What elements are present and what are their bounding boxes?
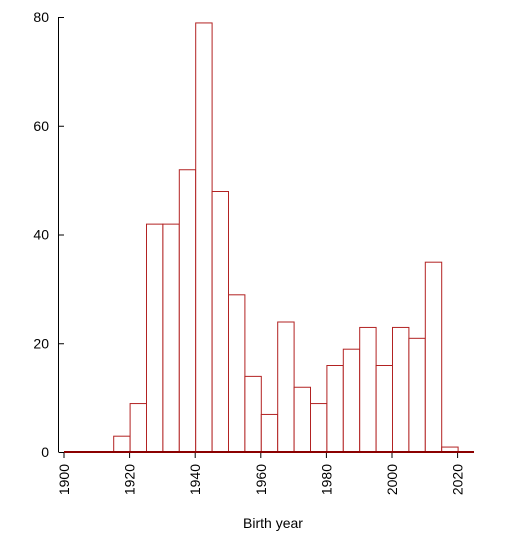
y-ticks-group: 0 20 40 60 80 [33, 9, 64, 460]
bars-group [113, 22, 459, 453]
histogram-bar-1935 [178, 169, 197, 453]
x-tick-label-1900: 1900 [56, 464, 72, 495]
histogram-bar-1930 [162, 223, 180, 453]
histogram-bar-1925 [146, 223, 164, 453]
x-tick-label-1960: 1960 [253, 464, 269, 495]
histogram-bar-1985 [342, 348, 361, 453]
x-ticks-group: 1900 1920 1940 1960 1980 2000 2020 [56, 452, 466, 495]
histogram-bar-1965 [277, 321, 295, 453]
histogram-bar-1975 [310, 403, 328, 453]
histogram-bar-2005 [408, 337, 426, 453]
histogram-bar-2000 [392, 326, 410, 453]
histogram-bar-1945 [211, 191, 230, 453]
x-tick-label-2000: 2000 [384, 464, 400, 495]
x-tick-label-1920: 1920 [122, 464, 138, 495]
y-tick-label-0: 0 [41, 444, 49, 460]
histogram-bar-1995 [375, 365, 394, 453]
histogram-bar-1970 [293, 386, 312, 453]
x-axis-title: Birth year [243, 515, 303, 531]
y-tick-label-40: 40 [33, 227, 49, 243]
histogram-bar-1950 [228, 294, 246, 453]
y-tick-label-80: 80 [33, 9, 49, 25]
histogram-bar-1915 [113, 435, 131, 453]
histogram-bar-1990 [359, 326, 377, 453]
histogram-bar-1940 [195, 22, 213, 453]
histogram-bar-1960 [260, 413, 279, 453]
x-tick-label-1940: 1940 [187, 464, 203, 495]
histogram-bar-1955 [244, 375, 262, 453]
histogram-bar-1980 [326, 365, 344, 453]
histogram-bar-2010 [424, 261, 443, 453]
y-tick-label-60: 60 [33, 118, 49, 134]
x-tick-label-2020: 2020 [450, 464, 466, 495]
histogram-bar-1920 [129, 403, 148, 453]
y-tick-label-20: 20 [33, 335, 49, 351]
x-tick-label-1980: 1980 [318, 464, 334, 495]
